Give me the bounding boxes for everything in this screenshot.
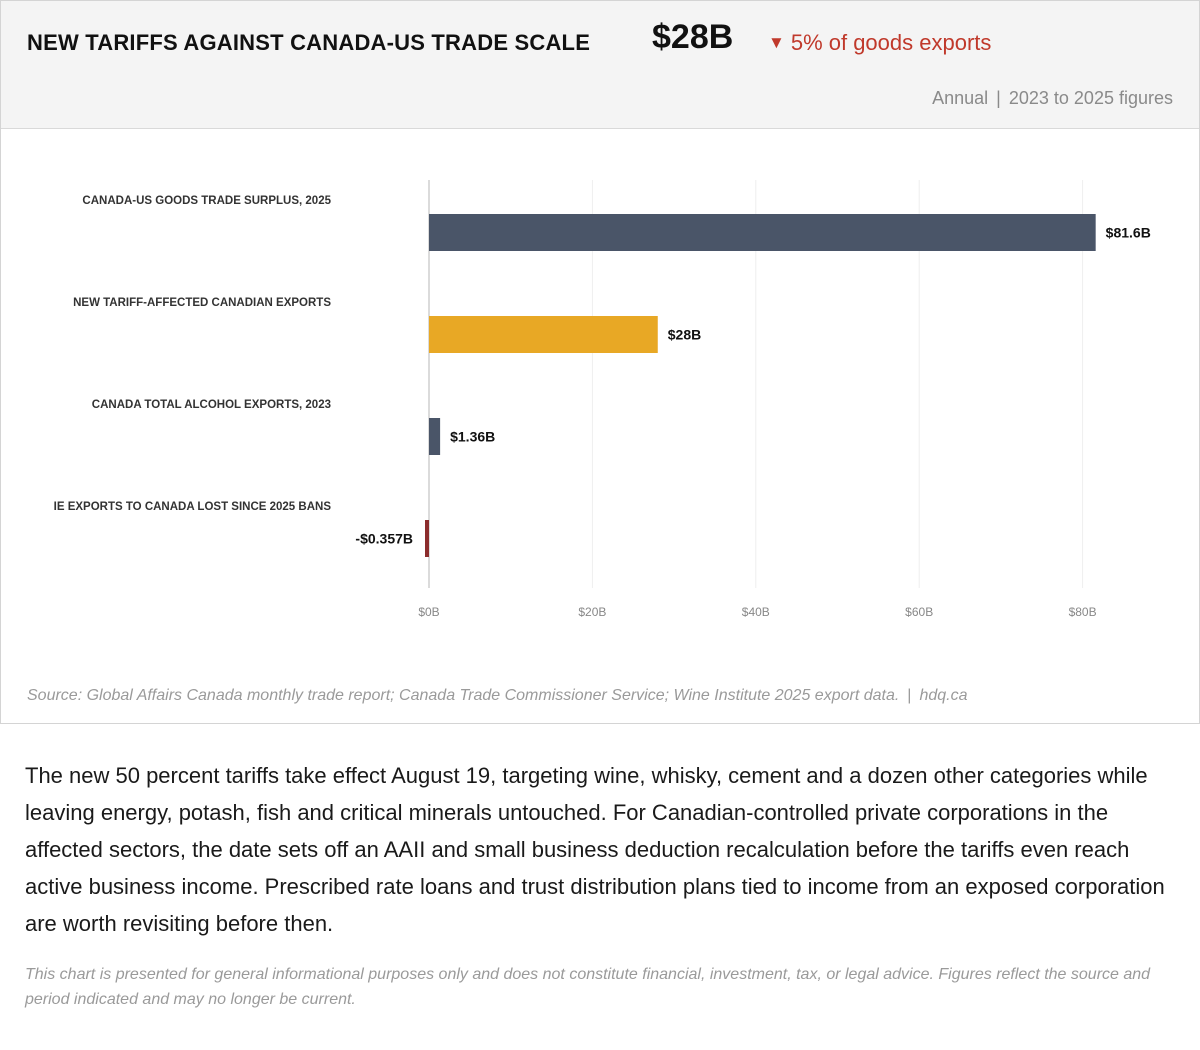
chart-header: NEW TARIFFS AGAINST CANADA-US TRADE SCAL… [1,1,1199,129]
x-tick-label: $60B [905,605,933,619]
value-label: $28B [668,327,701,343]
bar [425,520,429,557]
source-separator: | [907,687,912,704]
delta-text: 5% of goods exports [790,30,992,55]
x-tick-label: $20B [578,605,606,619]
range-label: 2023 to 2025 figures [1008,88,1173,108]
category-label: NEW TARIFF-AFFECTED CANADIAN EXPORTS [73,297,331,309]
x-tick-label: $80B [1069,605,1097,619]
category-label: CANADA TOTAL ALCOHOL EXPORTS, 2023 [92,399,331,411]
source-note: Source: Global Affairs Canada monthly tr… [27,687,968,705]
bar [429,418,441,455]
value-label: $81.6B [1106,225,1151,241]
period-meta: Annual | 2023 to 2025 figures [932,88,1173,109]
period-label: Annual [932,88,989,108]
article-paragraph: The new 50 percent tariffs take effect A… [25,763,1165,936]
source-text: Source: Global Affairs Canada monthly tr… [27,687,900,704]
headline-delta: ▼ 5% of goods exports [768,30,991,56]
value-label: $1.36B [450,429,495,445]
source-site: hdq.ca [919,687,968,704]
headline-value: $28B [652,18,734,56]
disclaimer: This chart is presented for general info… [25,966,1151,1008]
value-label: -$0.357B [355,531,413,547]
bar [429,316,658,353]
x-tick-label: $0B [418,605,439,619]
x-tick-label: $40B [742,605,770,619]
category-label: CANADA-US GOODS TRADE SURPLUS, 2025 [82,195,331,207]
bar-chart: $0B $20B $40B $60B $80B CANADA-US GOODS TRADE… [54,180,1151,619]
meta-separator: | [996,88,1001,108]
bar [429,214,1096,251]
category-label: IE EXPORTS TO CANADA LOST SINCE 2025 BAN… [54,501,332,513]
chart-title: NEW TARIFFS AGAINST CANADA-US TRADE SCAL… [27,30,591,55]
chart-card: NEW TARIFFS AGAINST CANADA-US TRADE SCAL… [0,0,1200,724]
down-arrow-icon: ▼ [768,33,785,52]
